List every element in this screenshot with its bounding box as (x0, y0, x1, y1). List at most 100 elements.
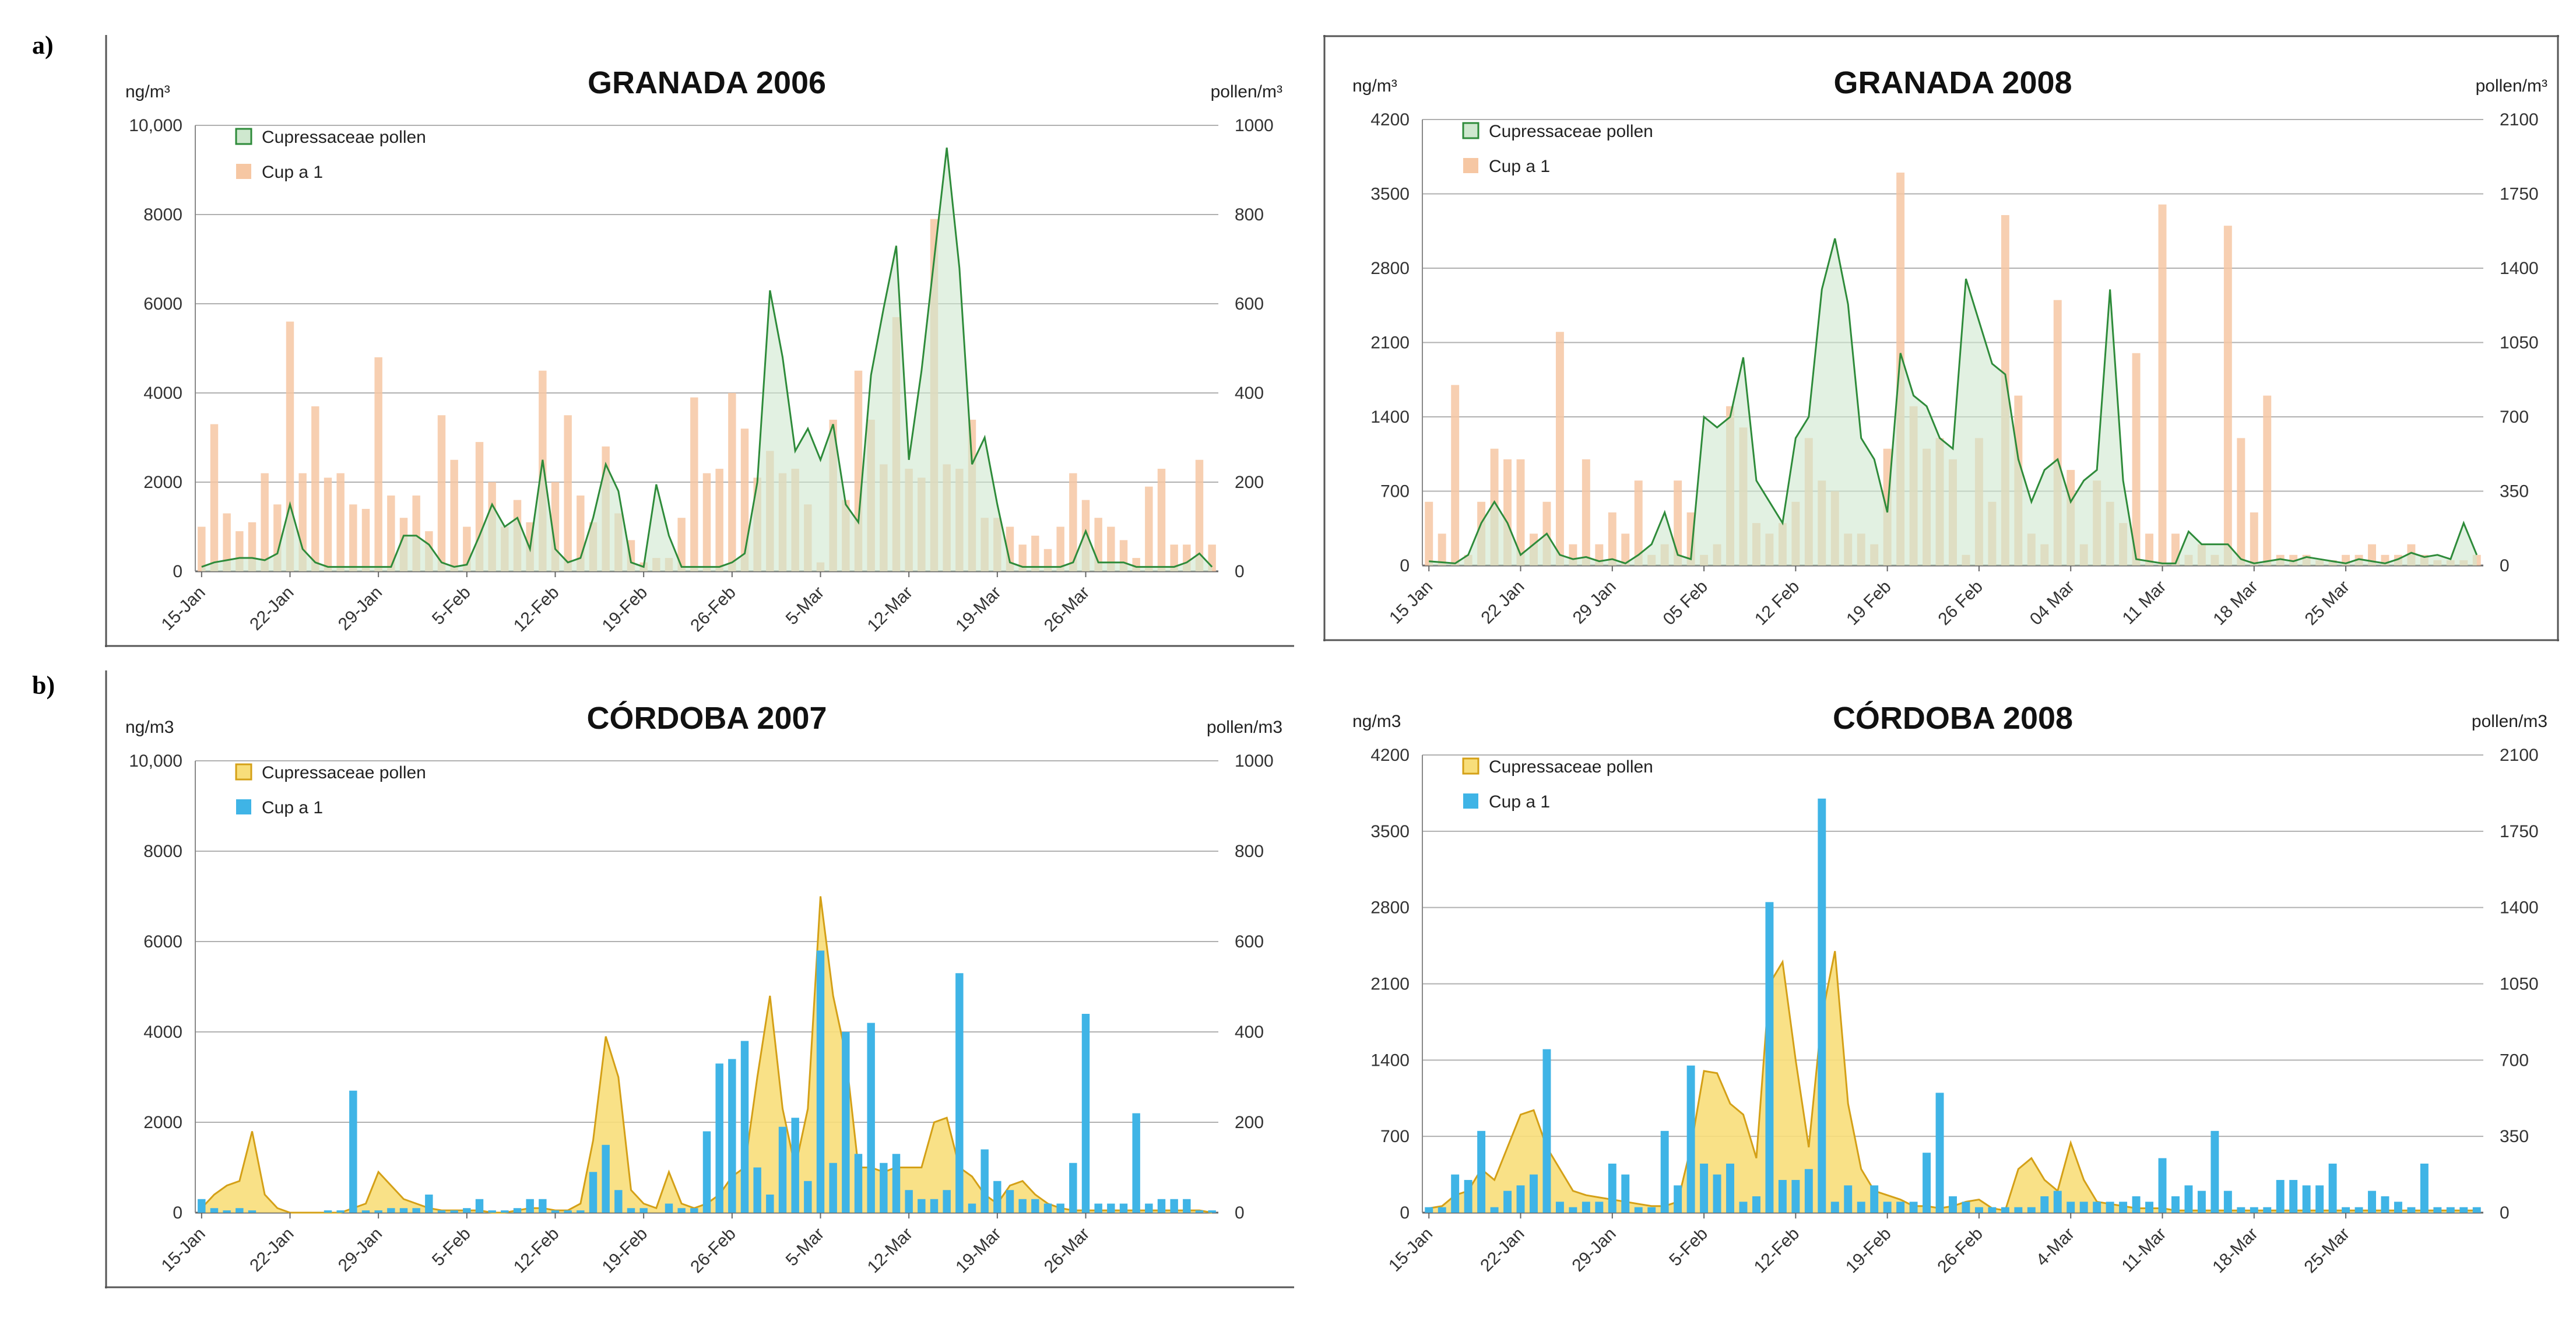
bar-cup-a-1 (1006, 1190, 1014, 1213)
bar-cup-a-1 (1451, 1174, 1460, 1213)
bar-cup-a-1 (1988, 1207, 1997, 1213)
line-cupressaceae-pollen (1428, 951, 2477, 1211)
bar-cup-a-1 (2079, 1202, 2088, 1213)
bar-cup-a-1 (1844, 1185, 1853, 1213)
bar-cup-a-1 (918, 1199, 926, 1213)
bar-cup-a-1 (2184, 1185, 2193, 1213)
y-right-tick-label: 1000 (1235, 751, 1274, 771)
bar-cup-a-1 (1883, 1202, 1892, 1213)
chart-cordoba-2007: 0 2000 4000 6000 8000 10,000 0 200 400 600 800 1000… (105, 670, 1294, 1288)
x-tick-label: 19-Feb (599, 1224, 652, 1277)
bar-cup-a-1 (1700, 1163, 1709, 1213)
x-tick-label: 22-Jan (246, 583, 297, 634)
bar-cup-a-1 (2106, 1202, 2114, 1213)
legend-swatch-cup-a-1 (1463, 793, 1478, 809)
bar-cup-a-1 (2302, 1185, 2311, 1213)
bar-cup-a-1 (336, 1210, 345, 1213)
bar-cup-a-1 (349, 1090, 357, 1213)
legend-swatch-pollen (235, 763, 252, 781)
x-tick-label: 12 Feb (1751, 577, 1803, 629)
chart-granada-2006: 0 2000 4000 6000 8000 10,000 0 200 400 600 800 1000… (105, 35, 1294, 647)
bar-cup-a-1 (374, 357, 382, 571)
bar-cup-a-1 (2132, 1196, 2141, 1213)
y-left-tick-label: 0 (1400, 556, 1410, 575)
x-tick-label: 11 Mar (2119, 577, 2170, 628)
legend-label: Cup a 1 (262, 798, 323, 817)
x-tick-label: 5-Feb (1665, 1224, 1712, 1270)
y-right-tick-label: 200 (1235, 1113, 1264, 1132)
x-tick-label: 22 Jan (1477, 577, 1528, 628)
bar-cup-a-1 (198, 526, 206, 571)
bar-cup-a-1 (1660, 1130, 1669, 1213)
x-tick-label: 05 Feb (1660, 577, 1712, 629)
bar-cup-a-1 (210, 424, 219, 571)
bar-cup-a-1 (1170, 1199, 1178, 1213)
legend-label: Cupressaceae pollen (262, 128, 426, 147)
bar-cup-a-1 (2145, 533, 2154, 566)
bar-cup-a-1 (690, 1208, 698, 1213)
legend-label: Cupressaceae pollen (1489, 122, 1653, 141)
y-left-tick-label: 1400 (1370, 408, 1410, 427)
bar-cup-a-1 (236, 1208, 244, 1213)
bar-cup-a-1 (2158, 1158, 2167, 1213)
bar-cup-a-1 (715, 1063, 723, 1213)
bar-cup-a-1 (1056, 526, 1064, 571)
y-left-tick-label: 2100 (1370, 333, 1410, 353)
legend-swatch-pollen (1462, 757, 1479, 775)
chart-svg: 0 2000 4000 6000 8000 10,000 0 200 400 600 800 1000… (105, 35, 1294, 647)
bar-cup-a-1 (539, 1199, 547, 1213)
y-right-tick-label: 700 (2500, 1051, 2529, 1070)
y-right-unit-label: pollen/m³ (2476, 76, 2547, 96)
x-tick-label: 12-Feb (1751, 1224, 1804, 1277)
bar-cup-a-1 (715, 469, 723, 571)
bar-cup-a-1 (1018, 545, 1027, 571)
bar-cup-a-1 (450, 1210, 458, 1213)
y-right-tick-label: 2100 (2500, 746, 2539, 765)
bar-cup-a-1 (614, 1190, 623, 1213)
bar-cup-a-1 (210, 1208, 219, 1213)
bar-cup-a-1 (1031, 1199, 1039, 1213)
x-tick-label: 25-Mar (2300, 1224, 2353, 1277)
bar-cup-a-1 (2001, 1207, 2009, 1213)
bar-cup-a-1 (791, 1118, 799, 1213)
bar-cup-a-1 (2459, 1207, 2468, 1213)
bar-cup-a-1 (1909, 1202, 1918, 1213)
bar-cup-a-1 (2093, 1202, 2101, 1213)
bar-cup-a-1 (2237, 1207, 2245, 1213)
bar-cup-a-1 (1608, 1163, 1616, 1213)
y-right-tick-label: 1050 (2500, 975, 2539, 994)
bar-cup-a-1 (1804, 1169, 1813, 1213)
bar-cup-a-1 (665, 1203, 673, 1213)
legend-label: Cup a 1 (262, 163, 323, 182)
bar-cup-a-1 (475, 1199, 484, 1213)
y-left-tick-label: 0 (173, 562, 182, 581)
bar-cup-a-1 (2250, 1207, 2258, 1213)
bar-cup-a-1 (1183, 1199, 1191, 1213)
bar-cup-a-1 (1018, 1199, 1027, 1213)
x-tick-label: 12-Feb (510, 583, 563, 636)
bar-cup-a-1 (577, 1210, 585, 1213)
y-right-tick-label: 400 (1235, 384, 1264, 403)
bar-cup-a-1 (778, 1126, 787, 1213)
bar-cup-a-1 (1145, 1203, 1153, 1213)
x-tick-label: 22-Jan (246, 1224, 297, 1276)
x-tick-label: 18-Mar (2209, 1224, 2262, 1277)
y-left-tick-label: 700 (1380, 1127, 1410, 1146)
x-tick-label: 15 Jan (1386, 577, 1436, 628)
y-right-unit-label: pollen/m3 (1207, 718, 1282, 737)
bar-cup-a-1 (2368, 1190, 2376, 1213)
bar-cup-a-1 (1739, 1202, 1748, 1213)
bar-cup-a-1 (702, 473, 711, 571)
bar-cup-a-1 (1542, 1049, 1551, 1213)
bar-cup-a-1 (2381, 1196, 2389, 1213)
y-right-unit-label: pollen/m3 (2472, 712, 2547, 731)
bar-cup-a-1 (943, 1190, 951, 1213)
y-right-tick-label: 1400 (2500, 259, 2539, 278)
bar-cup-a-1 (223, 1210, 231, 1213)
bar-cup-a-1 (627, 1208, 635, 1213)
x-tick-label: 26-Feb (687, 1224, 740, 1277)
bar-cup-a-1 (1157, 1199, 1166, 1213)
series-cupressaceae-pollen (1429, 238, 2478, 566)
bar-cup-a-1 (2472, 1207, 2481, 1213)
bar-cup-a-1 (2433, 1207, 2442, 1213)
